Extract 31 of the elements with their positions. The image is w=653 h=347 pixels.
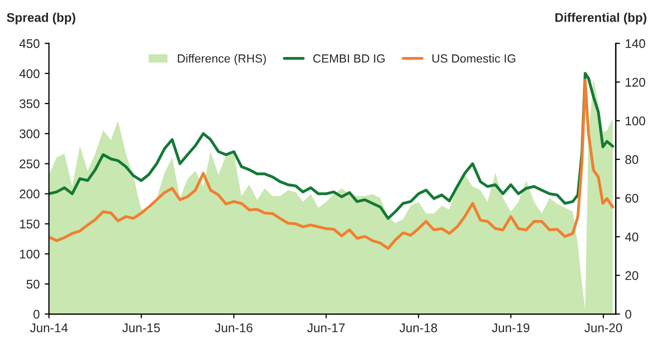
y2-axis-title: Differential (bp) <box>555 12 646 24</box>
y2-tick-label: 0 <box>625 310 632 319</box>
x-tick-label: Jun-20 <box>584 323 622 332</box>
y-tick-label: 450 <box>19 39 40 48</box>
line-series <box>48 78 614 250</box>
y2-tick-label: 100 <box>626 116 646 126</box>
y-tick-label: 200 <box>20 190 40 198</box>
y-tick-label: 100 <box>20 250 40 259</box>
y2-tick-label: 120 <box>626 78 646 87</box>
y-tick-label: 350 <box>20 99 40 108</box>
y2-tick-label: 40 <box>625 232 638 242</box>
x-tick-label: Jun-17 <box>307 324 345 332</box>
y-axis-title: Spread (bp) <box>6 12 76 24</box>
legend-label: Difference (RHS) <box>178 54 266 65</box>
y-tick-label: 150 <box>20 220 40 228</box>
y-tick-label: 250 <box>20 159 40 168</box>
legend-label: CEMBI BD IG <box>313 54 385 63</box>
legend-label: US Domestic IG <box>432 54 516 63</box>
y2-tick-label: 80 <box>625 155 638 164</box>
x-tick-label: Jun-15 <box>122 324 160 332</box>
x-tick-label: Jun-18 <box>400 323 438 332</box>
x-tick-label: Jun-16 <box>214 323 252 332</box>
y-tick-label: 300 <box>20 129 40 138</box>
x-tick-label: Jun-14 <box>30 324 68 332</box>
y-tick-label: 0 <box>33 310 40 319</box>
y-tick-label: 400 <box>19 69 40 78</box>
y2-tick-label: 60 <box>625 194 638 203</box>
x-tick-label: Jun-19 <box>492 323 530 332</box>
y-tick-label: 50 <box>26 280 40 289</box>
y2-tick-label: 20 <box>625 271 638 280</box>
y2-tick-label: 140 <box>626 39 646 48</box>
